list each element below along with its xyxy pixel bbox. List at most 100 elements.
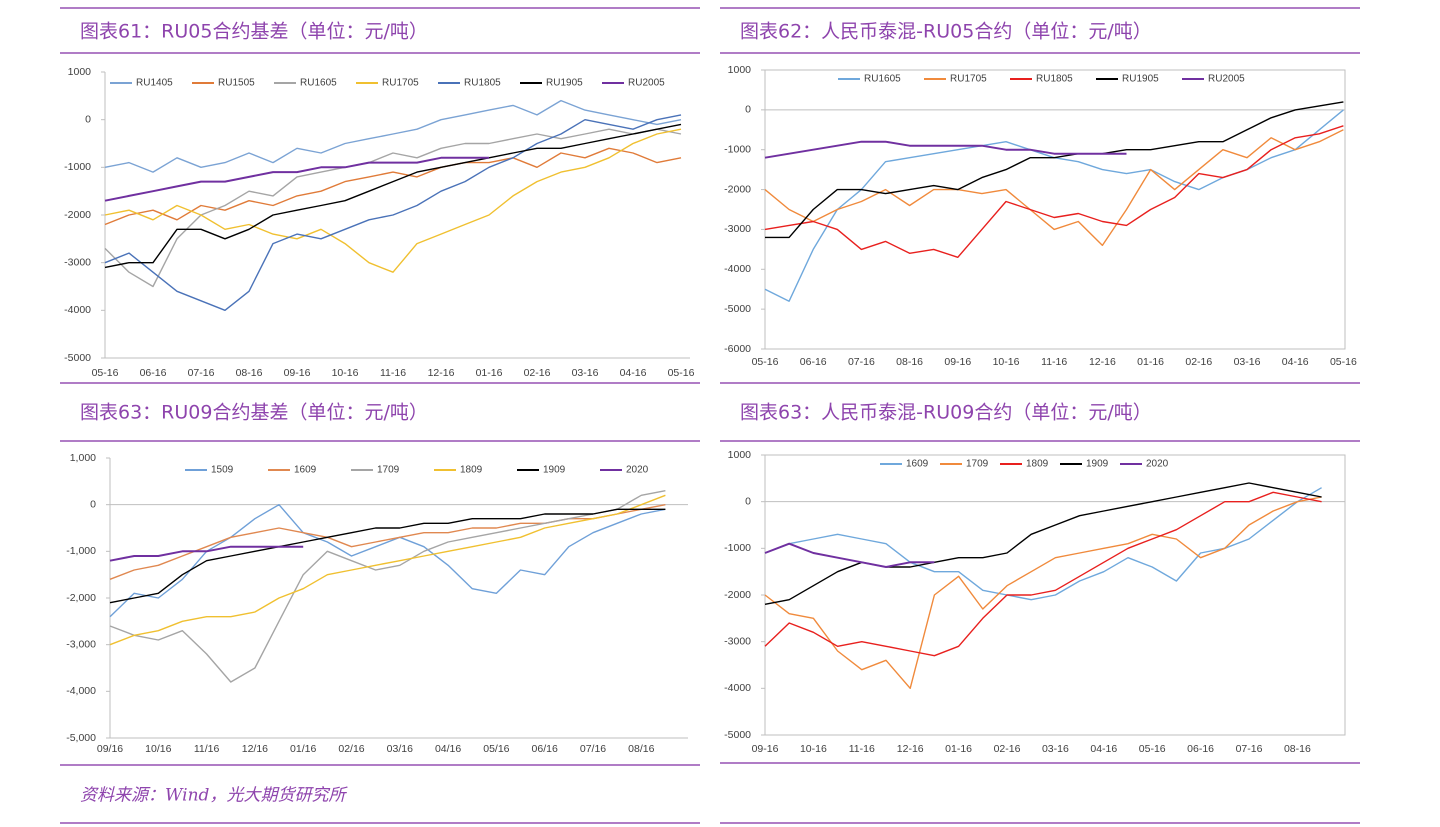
x-tick-label: 01-16 (945, 743, 972, 755)
y-tick-label: -5000 (724, 729, 751, 741)
series-line (764, 109, 1344, 302)
x-tick-label: 11/16 (194, 743, 220, 755)
legend-label: RU2005 (628, 78, 665, 89)
x-tick-label: 11-16 (380, 367, 406, 379)
series-line (109, 504, 666, 580)
x-tick-label: 09-16 (752, 743, 779, 755)
y-tick-label: -2000 (724, 589, 751, 601)
x-tick-label: 12-16 (897, 743, 924, 755)
legend-label: RU1505 (218, 78, 255, 89)
y-tick-label: 0 (90, 498, 96, 510)
y-tick-label: -4000 (724, 263, 751, 275)
legend-label: RU1905 (1122, 74, 1159, 85)
legend-label: 2020 (626, 465, 649, 476)
series-line (764, 140, 1127, 159)
legend-label: 1809 (1026, 459, 1049, 470)
series-line (764, 482, 1322, 605)
series-line (104, 147, 682, 226)
y-tick-label: -3,000 (66, 638, 96, 650)
x-tick-label: 01-16 (476, 367, 503, 379)
y-tick-label: -1,000 (66, 545, 96, 557)
y-tick-label: -4000 (724, 682, 751, 694)
series-line (104, 128, 682, 273)
x-tick-label: 03-16 (1234, 356, 1261, 368)
x-tick-label: 02-16 (1185, 356, 1212, 368)
x-tick-label: 05/16 (483, 743, 509, 755)
x-tick-label: 10-16 (800, 743, 827, 755)
x-tick-label: 06-16 (140, 367, 167, 379)
x-tick-label: 09-16 (284, 367, 311, 379)
source-note: 资料来源：Wind，光大期货研究所 (80, 786, 348, 806)
x-tick-label: 10-16 (332, 367, 359, 379)
legend-label: 2020 (1146, 459, 1169, 470)
x-tick-label: 04-16 (620, 367, 647, 379)
x-tick-label: 02-16 (524, 367, 551, 379)
x-tick-label: 05-16 (668, 367, 695, 379)
legend-label: 1909 (1086, 459, 1109, 470)
x-tick-label: 05-16 (752, 356, 779, 368)
x-tick-label: 03/16 (387, 743, 413, 755)
series-line (109, 494, 666, 646)
x-tick-label: 05-16 (92, 367, 119, 379)
series-line (109, 508, 666, 604)
x-tick-label: 12/16 (242, 743, 268, 755)
x-tick-label: 09/16 (97, 743, 123, 755)
series-line (104, 123, 682, 269)
x-tick-label: 12-16 (428, 367, 455, 379)
y-tick-label: 0 (745, 104, 751, 116)
legend-label: 1709 (377, 465, 400, 476)
x-tick-label: 08/16 (628, 743, 654, 755)
x-tick-label: 05-16 (1330, 356, 1357, 368)
x-tick-label: 02-16 (994, 743, 1021, 755)
y-tick-label: -3000 (724, 223, 751, 235)
legend-label: RU1805 (464, 78, 501, 89)
legend-label: RU1705 (950, 74, 987, 85)
legend-label: 1609 (906, 459, 929, 470)
x-tick-label: 08-16 (896, 356, 923, 368)
x-tick-label: 09-16 (944, 356, 971, 368)
series-line (764, 125, 1344, 258)
y-tick-label: 0 (85, 113, 91, 125)
y-tick-label: -2000 (64, 209, 91, 221)
series-line (764, 487, 1322, 601)
x-tick-label: 03-16 (1042, 743, 1069, 755)
x-tick-label: 02/16 (338, 743, 364, 755)
series-line (109, 504, 666, 618)
series-line (104, 114, 682, 311)
series-line (109, 545, 304, 562)
x-tick-label: 07-16 (848, 356, 875, 368)
y-tick-label: 0 (745, 495, 751, 507)
x-tick-label: 06-16 (800, 356, 827, 368)
series-line (764, 496, 1322, 689)
y-tick-label: 1000 (728, 449, 752, 461)
x-tick-label: 08-16 (236, 367, 263, 379)
y-tick-label: -1000 (724, 143, 751, 155)
x-tick-label: 10/16 (145, 743, 171, 755)
legend-label: 1509 (211, 465, 234, 476)
series-line (104, 156, 489, 202)
series-line (109, 490, 666, 683)
y-tick-label: -6000 (724, 343, 751, 355)
y-tick-label: -3000 (724, 635, 751, 647)
chart-title: 图表61：RU05合约基差（单位：元/吨） (80, 21, 428, 43)
chart-title: 图表62：人民币泰混-RU05合约（单位：元/吨） (740, 21, 1152, 43)
chart-title: 图表63：RU09合约基差（单位：元/吨） (80, 402, 428, 424)
y-tick-label: -2000 (724, 183, 751, 195)
y-tick-label: -2,000 (66, 592, 96, 604)
y-tick-label: 1,000 (70, 452, 96, 464)
legend-label: 1609 (294, 465, 317, 476)
y-tick-label: 1000 (728, 64, 752, 76)
x-tick-label: 04-16 (1090, 743, 1117, 755)
x-tick-label: 01/16 (290, 743, 316, 755)
series-line (764, 491, 1322, 657)
x-tick-label: 11-16 (849, 743, 875, 755)
x-tick-label: 06-16 (1187, 743, 1214, 755)
y-tick-label: 1000 (68, 66, 92, 78)
legend-label: RU1705 (382, 78, 419, 89)
series-line (764, 129, 1344, 247)
x-tick-label: 11-16 (1041, 356, 1067, 368)
x-tick-label: 04-16 (1282, 356, 1309, 368)
y-tick-label: -5000 (64, 352, 91, 364)
